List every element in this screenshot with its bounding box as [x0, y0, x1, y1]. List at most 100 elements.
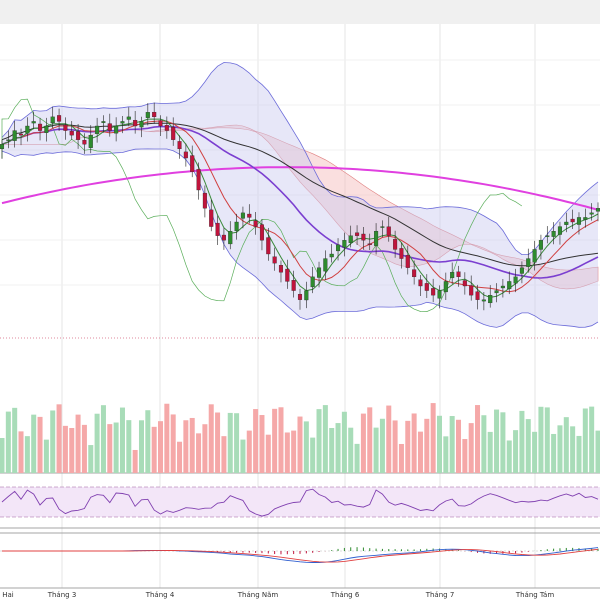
- volume-bar: [392, 420, 398, 473]
- volume-bar: [589, 406, 595, 473]
- candle-body: [589, 212, 594, 215]
- volume-bar: [335, 423, 341, 473]
- volume-bar: [145, 410, 151, 473]
- candle-body: [12, 130, 17, 141]
- volume-bar: [310, 437, 316, 473]
- candle-body: [367, 243, 372, 246]
- candle-body: [221, 234, 226, 241]
- candle-body: [437, 290, 442, 299]
- volume-bar: [202, 424, 208, 473]
- candle-body: [513, 276, 518, 284]
- volume-bar: [405, 420, 411, 473]
- candle-body: [139, 121, 144, 128]
- bollinger-lower: [1, 148, 599, 328]
- volume-bar: [424, 418, 430, 473]
- candle-body: [462, 280, 467, 287]
- candle-body: [38, 123, 43, 131]
- candle-body: [164, 125, 169, 131]
- candle-body: [209, 209, 214, 227]
- candle-body: [291, 280, 296, 291]
- candle-body: [551, 230, 556, 237]
- volume-bar: [348, 427, 354, 473]
- candle-body: [348, 235, 353, 243]
- candle-body: [50, 116, 55, 124]
- x-tick-label: Tháng 7: [425, 591, 455, 599]
- candle-body: [500, 285, 505, 289]
- candle-body: [342, 240, 347, 248]
- candle-body: [114, 125, 119, 134]
- volume-bar: [234, 413, 240, 473]
- candle-body: [450, 272, 455, 279]
- candle-body: [374, 230, 379, 246]
- volume-bar: [379, 418, 385, 473]
- x-tick-label: Tháng 6: [330, 591, 360, 599]
- candle-body: [158, 120, 163, 127]
- candle-body: [532, 249, 537, 263]
- volume-bar: [43, 439, 49, 473]
- volume-bar: [31, 414, 37, 473]
- candle-body: [418, 279, 423, 287]
- volume-bar: [513, 430, 519, 473]
- volume-bar: [411, 413, 417, 473]
- candle-body: [297, 293, 303, 300]
- volume-bar: [94, 413, 100, 473]
- candle-body: [272, 256, 277, 264]
- volume-bar: [221, 436, 227, 473]
- x-tick-label: Tháng 3: [47, 591, 77, 599]
- volume-bar: [208, 404, 214, 473]
- candle-body: [323, 258, 328, 272]
- volume-bar: [0, 438, 5, 473]
- volume-bar: [189, 417, 195, 473]
- candle-body: [240, 212, 245, 219]
- volume-bar: [443, 436, 449, 473]
- candle-body: [31, 121, 36, 124]
- volume-bar: [62, 425, 68, 473]
- volume-bar: [177, 441, 183, 473]
- volume-bar: [119, 407, 125, 473]
- candle-body: [361, 233, 366, 241]
- volume-bar: [322, 405, 328, 473]
- candle-body: [0, 144, 5, 150]
- volume-bar: [449, 416, 455, 473]
- volume-bar: [373, 427, 379, 473]
- volume-bar: [107, 424, 113, 473]
- candle-body: [393, 239, 398, 250]
- candle-body: [545, 235, 550, 237]
- volume-bar: [81, 424, 87, 473]
- ma-fast: [1, 120, 599, 293]
- volume-bar: [151, 426, 157, 473]
- signal-line: [2, 548, 599, 563]
- candle-body: [18, 133, 24, 136]
- x-tick-label: Tháng Năm: [237, 591, 279, 599]
- candle-body: [215, 222, 220, 236]
- volume-bar: [532, 431, 538, 473]
- volume-bar: [354, 443, 360, 473]
- candle-body: [259, 224, 264, 241]
- candle-body: [443, 281, 448, 293]
- volume-bar: [24, 436, 30, 473]
- candle-body: [405, 255, 410, 268]
- volume-bar: [316, 409, 322, 473]
- volume-bar: [240, 439, 246, 473]
- volume-bar: [50, 410, 56, 473]
- volume-bar: [481, 415, 487, 473]
- volume-bar: [456, 419, 462, 473]
- chart-toolbar: [0, 0, 600, 24]
- candle-body: [107, 123, 112, 131]
- candle-body: [475, 291, 480, 300]
- volume-bar: [253, 409, 259, 473]
- candle-body: [171, 126, 176, 140]
- volume-bar: [468, 423, 474, 473]
- volume-bar: [544, 407, 550, 473]
- volume-bar: [88, 445, 94, 473]
- volume-bar: [126, 420, 132, 473]
- volume-bar: [100, 405, 106, 473]
- ichimoku-cloud: [2, 124, 599, 290]
- volume-bar: [551, 433, 557, 473]
- candle-body: [481, 299, 486, 302]
- volume-bar: [494, 409, 500, 473]
- candle-body: [336, 244, 341, 252]
- volume-bar: [538, 406, 544, 473]
